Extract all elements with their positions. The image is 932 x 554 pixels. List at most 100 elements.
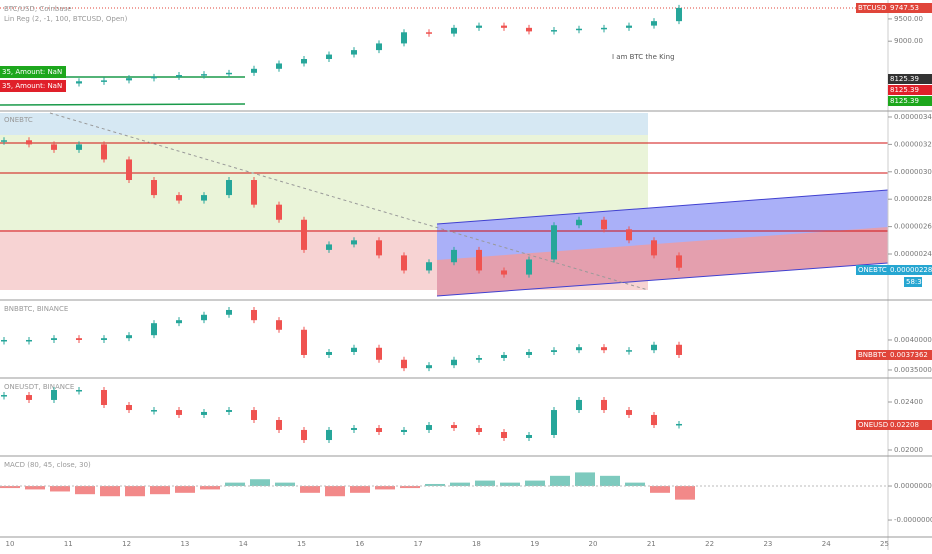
candle [576, 28, 582, 31]
candle [376, 240, 382, 256]
candle [76, 81, 82, 84]
candle [226, 72, 232, 75]
symbol-tag [856, 3, 888, 13]
channel-line [436, 189, 889, 225]
candle [501, 431, 507, 438]
histogram-bar [175, 486, 195, 493]
y-tick-label: -0.00000005 [894, 516, 932, 524]
histogram-bar [625, 482, 645, 487]
candle [251, 68, 257, 73]
candle [626, 350, 632, 352]
symbol-tag [856, 420, 888, 430]
x-tick-label: 18 [472, 540, 481, 548]
candle [126, 159, 132, 181]
candle [351, 428, 357, 430]
price-tag-label: 8125.39 [890, 75, 919, 83]
candle [151, 180, 157, 196]
candle [626, 410, 632, 415]
price-tag-label: 9747.53 [890, 4, 919, 12]
symbol-tag-label: ONEUSDT [858, 421, 893, 429]
candle [426, 425, 432, 430]
candle [651, 240, 657, 256]
x-tick-label: 20 [589, 540, 598, 548]
candle [126, 335, 132, 339]
candle [326, 429, 332, 441]
x-tick-label: 13 [180, 540, 189, 548]
candle [276, 63, 282, 69]
candle [201, 195, 207, 201]
x-tick-label: 21 [647, 540, 656, 548]
candle [1, 140, 7, 142]
price-tag-label: 58:39 [906, 278, 926, 286]
candle [51, 338, 57, 340]
histogram-bar [575, 472, 595, 487]
candle [476, 428, 482, 432]
candle [376, 428, 382, 432]
x-tick-label: 16 [355, 540, 364, 548]
candle [501, 25, 507, 28]
candle [451, 27, 457, 34]
histogram-bar [250, 479, 270, 487]
price-tag [888, 265, 932, 275]
candle [26, 339, 32, 342]
candle [351, 240, 357, 245]
candle [551, 410, 557, 435]
candle [26, 395, 32, 400]
x-tick-label: 11 [64, 540, 73, 548]
candle [76, 144, 82, 150]
x-tick-label: 23 [763, 540, 772, 548]
order-label [0, 66, 66, 78]
candle [526, 259, 532, 275]
candle [126, 78, 132, 81]
candle [351, 50, 357, 55]
price-tag [888, 3, 932, 13]
candle [326, 244, 332, 250]
candle [251, 410, 257, 420]
candle [526, 27, 532, 32]
candle [151, 323, 157, 336]
candle [651, 344, 657, 351]
pane-legend: ONEBTC [4, 116, 33, 124]
candle [226, 410, 232, 412]
price-tag-label: 0.02208 [890, 421, 919, 429]
channel-line [436, 262, 889, 297]
order-line [0, 103, 246, 106]
order-label-text: 35, Amount: NaN [2, 82, 62, 90]
y-tick-label: 9500.00 [894, 15, 923, 23]
candle [76, 389, 82, 392]
candle [326, 54, 332, 60]
x-tick-label: 22 [705, 540, 714, 548]
y-tick-label: 0.02000 [894, 446, 923, 454]
candle [26, 140, 32, 145]
candle [326, 351, 332, 355]
histogram-bar [350, 486, 370, 493]
histogram-bar [75, 486, 95, 495]
candle [476, 25, 482, 28]
candle [401, 429, 407, 432]
candle [151, 76, 157, 79]
x-tick-label: 24 [822, 540, 831, 548]
candle [551, 30, 557, 32]
histogram-bar [525, 480, 545, 487]
candle [676, 255, 682, 268]
price-tag [888, 96, 932, 106]
price-tag [904, 277, 922, 287]
histogram-bar [450, 482, 470, 487]
y-tick-label: 0.00000240 [894, 250, 932, 258]
histogram-bar [200, 486, 220, 490]
x-tick-label: 19 [530, 540, 539, 548]
symbol-tag-label: BTCUSD [858, 4, 887, 12]
candle [301, 59, 307, 64]
histogram-bar [0, 486, 20, 489]
candle [101, 80, 107, 82]
pane-legend: BTC/USD, Coinbase [4, 5, 72, 13]
histogram-bar [550, 475, 570, 487]
candle [201, 74, 207, 76]
x-tick-label: 15 [297, 540, 306, 548]
pane-legend: MACD (80, 45, close, 30) [4, 461, 91, 469]
candle [301, 329, 307, 355]
candle [626, 229, 632, 241]
histogram-bar [125, 486, 145, 497]
symbol-tag [856, 350, 888, 360]
